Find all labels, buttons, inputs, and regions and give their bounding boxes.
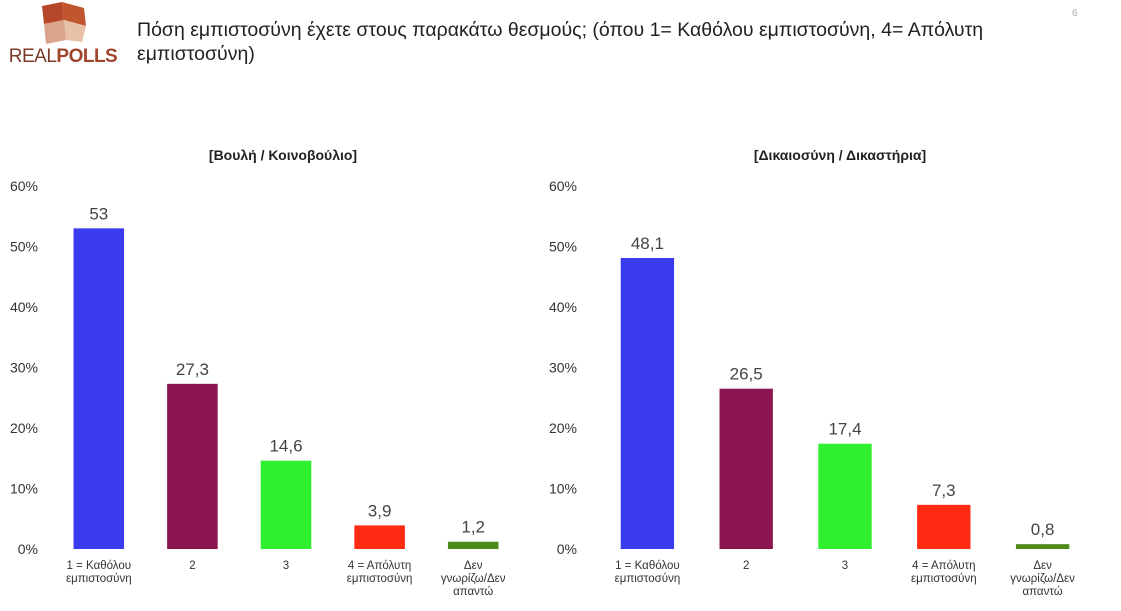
x-tick-label: εμπιστοσύνη — [911, 573, 977, 585]
bar — [620, 257, 675, 549]
y-tick-label: 0% — [18, 541, 38, 557]
y-tick-label: 50% — [549, 239, 577, 255]
logo-cube-icon — [42, 2, 86, 44]
y-tick-label: 40% — [549, 299, 577, 315]
data-label: 53 — [89, 204, 108, 223]
y-tick-label: 30% — [10, 360, 38, 376]
x-tick-label: 2 — [743, 560, 749, 572]
bar — [260, 460, 312, 549]
data-label: 26,5 — [730, 365, 763, 384]
x-tick-label: 1 = Καθόλου — [615, 560, 680, 572]
data-label: 3,9 — [368, 501, 392, 520]
chart-title: [Δικαιοσύνη / Δικαστήρια] — [754, 147, 926, 163]
x-tick-label: γνωρίζω/Δεν — [1010, 573, 1075, 585]
bar — [73, 228, 125, 549]
bar — [917, 504, 971, 549]
x-tick-label: Δεν — [1033, 560, 1052, 572]
data-label: 48,1 — [631, 234, 664, 253]
x-tick-label: εμπιστοσύνη — [615, 573, 681, 585]
y-tick-label: 10% — [10, 481, 38, 497]
bar — [447, 541, 499, 549]
logo-wordmark: REALPOLLS — [8, 46, 118, 67]
x-tick-label: 3 — [842, 560, 848, 572]
x-tick-label: εμπιστοσύνη — [347, 573, 413, 585]
x-tick-label: απαντώ — [1023, 586, 1063, 598]
x-tick-label: 3 — [283, 560, 289, 572]
data-label: 14,6 — [269, 437, 302, 456]
bar — [1015, 544, 1070, 549]
page-title: Πόση εμπιστοσύνη έχετε στους παρακάτω θε… — [137, 19, 984, 65]
bar — [719, 388, 773, 549]
page-number: 6 — [1072, 8, 1078, 19]
data-label: 27,3 — [176, 360, 209, 379]
y-tick-label: 60% — [549, 178, 577, 194]
bar — [818, 443, 872, 549]
bar — [167, 383, 218, 549]
x-tick-label: 2 — [189, 560, 195, 572]
y-tick-label: 20% — [10, 420, 38, 436]
x-tick-label: 4 = Απόλυτη — [348, 560, 411, 572]
y-tick-label: 60% — [10, 178, 38, 194]
data-label: 0,8 — [1031, 520, 1055, 539]
y-tick-label: 40% — [10, 299, 38, 315]
x-tick-label: εμπιστοσύνη — [66, 573, 132, 585]
y-tick-label: 10% — [549, 481, 577, 497]
x-tick-label: 4 = Απόλυτη — [912, 560, 975, 572]
data-label: 7,3 — [932, 481, 956, 500]
x-tick-label: απαντώ — [453, 586, 493, 598]
y-tick-label: 20% — [549, 420, 577, 436]
x-tick-label: Δεν — [464, 560, 483, 572]
realpolls-logo: REALPOLLS — [4, 2, 122, 72]
y-tick-label: 0% — [557, 541, 577, 557]
data-label: 1,2 — [461, 518, 485, 537]
x-tick-label: γνωρίζω/Δεν — [441, 573, 506, 585]
y-tick-label: 30% — [549, 360, 577, 376]
chart-title: [Βουλή / Κοινοβούλιο] — [209, 147, 357, 163]
x-tick-label: 1 = Καθόλου — [67, 560, 132, 572]
bar — [354, 525, 405, 549]
data-label: 17,4 — [828, 420, 861, 439]
y-tick-label: 50% — [10, 239, 38, 255]
